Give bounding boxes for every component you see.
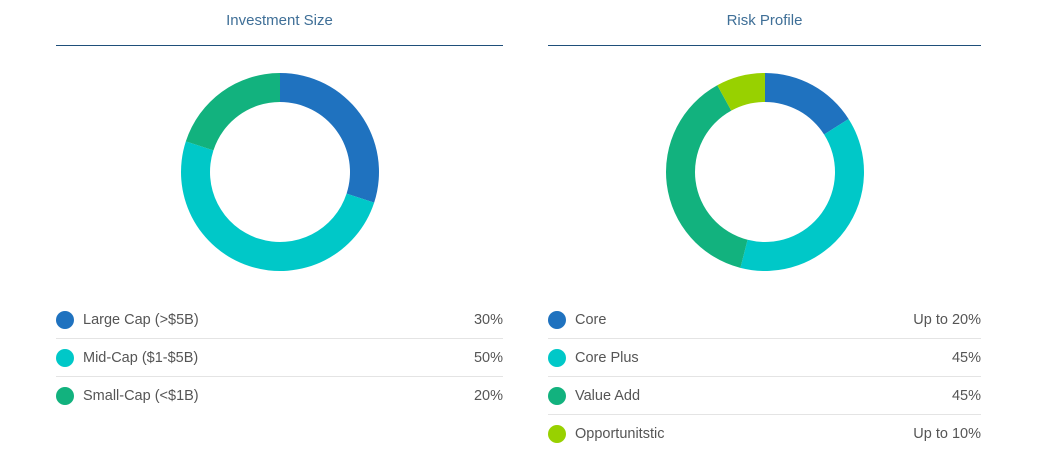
legend-swatch [548,387,566,405]
legend-swatch [56,311,74,329]
legend-row: Small-Cap (<$1B) 20% [56,377,503,415]
legend-swatch [548,425,566,443]
donut-slice-opportunitstic [717,73,765,111]
legend-swatch [56,387,74,405]
title-divider [56,45,503,46]
legend-row: Core Plus 45% [548,339,981,377]
legend-row: Core Up to 20% [548,301,981,339]
donut-slice-mid-cap-1-5b [181,141,375,271]
chart-title: Investment Size [226,12,333,29]
legend-row: Mid-Cap ($1-$5B) 50% [56,339,503,377]
legend-label: Core Plus [575,350,639,366]
chart-title: Risk Profile [726,12,803,29]
legend-swatch [548,349,566,367]
chart-legend: Large Cap (>$5B) 30% Mid-Cap ($1-$5B) 50… [56,301,503,415]
legend-label: Small-Cap (<$1B) [83,388,199,404]
legend-row: Opportunitstic Up to 10% [548,415,981,453]
chart-legend: Core Up to 20% Core Plus 45% Value Add 4… [548,301,981,453]
legend-label: Value Add [575,388,641,404]
risk-profile-donut [666,73,864,272]
legend-label: Large Cap (>$5B) [83,312,199,328]
legend-label: Core [575,312,607,328]
legend-value: Up to 20% [913,312,981,328]
legend-label: Mid-Cap ($1-$5B) [83,350,199,366]
legend-row: Value Add 45% [548,377,981,415]
legend-value: 30% [473,312,503,328]
legend-label: Opportunitstic [575,426,665,442]
title-divider [548,45,981,46]
donut-slice-core-plus [740,118,864,272]
investment-size-donut [181,73,379,271]
legend-row: Large Cap (>$5B) 30% [56,301,503,339]
legend-value: 50% [473,350,503,366]
legend-value: 45% [951,350,981,366]
donut-slice-value-add [666,85,748,268]
donut-slice-core [765,73,849,135]
donut-slice-large-cap-5b [280,73,379,203]
legend-swatch [548,311,566,329]
donut-slice-small-cap-1b [185,73,280,151]
legend-value: 20% [473,388,503,404]
legend-swatch [56,349,74,367]
legend-value: Up to 10% [913,426,981,442]
legend-value: 45% [951,388,981,404]
